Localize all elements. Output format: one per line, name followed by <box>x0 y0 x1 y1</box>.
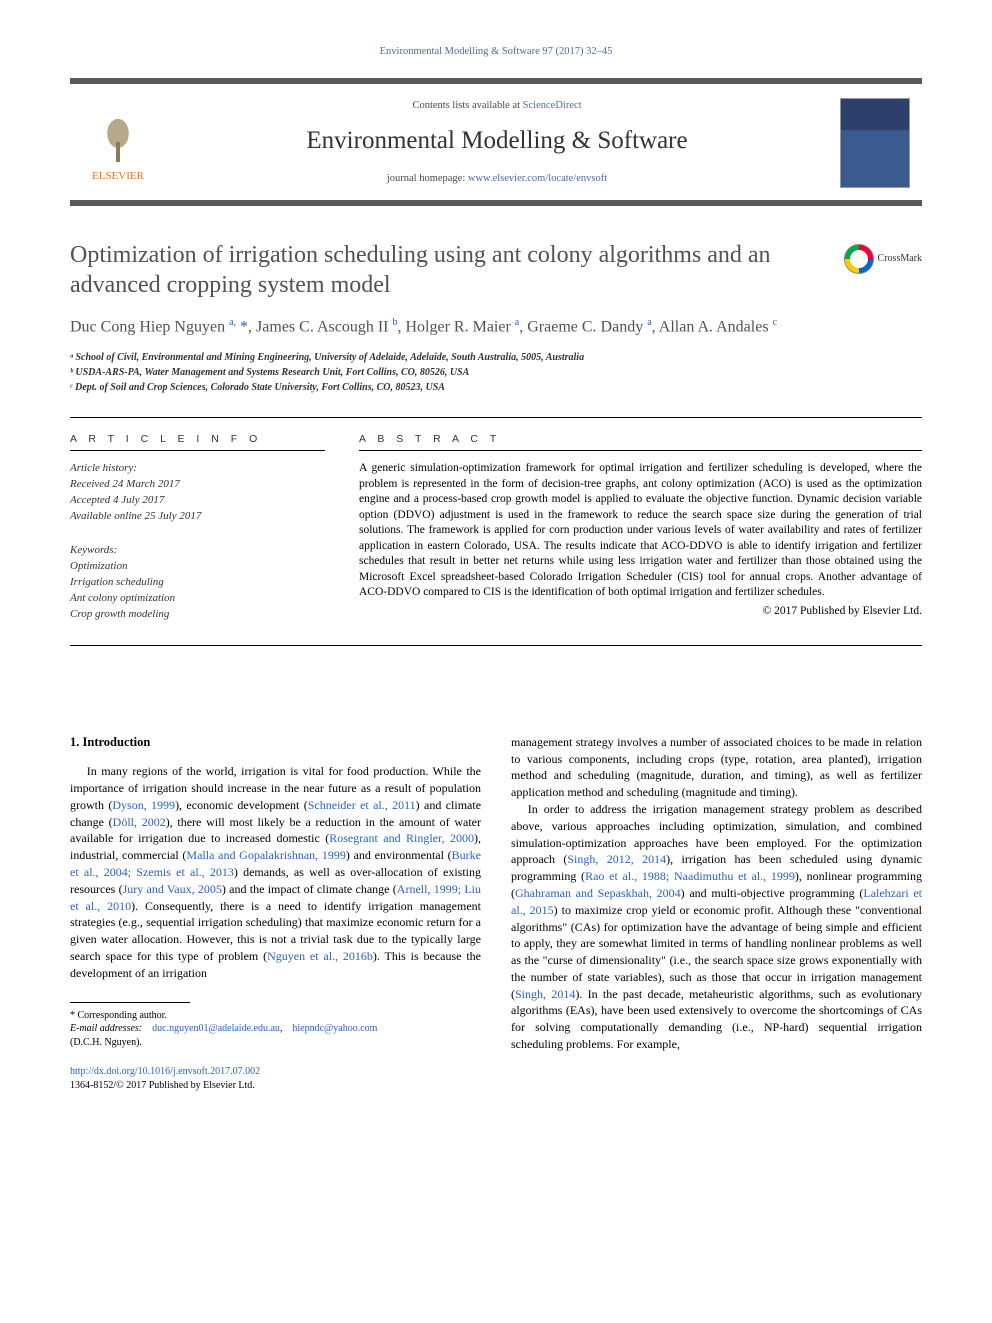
journal-homepage-link[interactable]: www.elsevier.com/locate/envsoft <box>468 173 607 184</box>
article-info-label: A R T I C L E I N F O <box>70 432 325 447</box>
history-accepted: Accepted 4 July 2017 <box>70 493 325 509</box>
body-paragraph: management strategy involves a number of… <box>511 734 922 801</box>
author-email-link[interactable]: hiepndc@yahoo.com <box>292 1023 377 1034</box>
section-divider <box>70 417 922 418</box>
corresponding-author-note: * Corresponding author. <box>70 1009 481 1023</box>
history-online: Available online 25 July 2017 <box>70 509 325 525</box>
section-divider <box>70 645 922 646</box>
email-label: E-mail addresses: <box>70 1023 142 1034</box>
contents-line: Contents lists available at ScienceDirec… <box>170 99 824 114</box>
affiliations: ᵃ School of Civil, Environmental and Min… <box>70 350 922 395</box>
keyword: Ant colony optimization <box>70 591 325 607</box>
history-label: Article history: <box>70 461 325 477</box>
section-heading: 1. Introduction <box>70 734 481 752</box>
footnote-separator <box>70 1002 190 1003</box>
contents-prefix: Contents lists available at <box>412 100 522 111</box>
abstract-label: A B S T R A C T <box>359 432 922 447</box>
affiliation: ᶜ Dept. of Soil and Crop Sciences, Color… <box>70 380 922 395</box>
publisher-logo: ELSEVIER <box>82 101 154 185</box>
homepage-line: journal homepage: www.elsevier.com/locat… <box>170 172 824 187</box>
crossmark-badge[interactable]: CrossMark <box>844 244 922 274</box>
abstract-copyright: © 2017 Published by Elsevier Ltd. <box>359 603 922 619</box>
homepage-prefix: journal homepage: <box>387 173 468 184</box>
keyword: Crop growth modeling <box>70 607 325 623</box>
affiliation: ᵃ School of Civil, Environmental and Min… <box>70 350 922 365</box>
author-email-link[interactable]: duc.nguyen01@adelaide.edu.au <box>152 1023 280 1034</box>
doi-link[interactable]: http://dx.doi.org/10.1016/j.envsoft.2017… <box>70 1066 260 1077</box>
footnotes: * Corresponding author. E-mail addresses… <box>70 1009 481 1050</box>
info-rule <box>70 450 325 451</box>
history-received: Received 24 March 2017 <box>70 477 325 493</box>
affiliation: ᵇ USDA-ARS-PA, Water Management and Syst… <box>70 365 922 380</box>
journal-cover-thumb <box>840 98 910 188</box>
keyword: Optimization <box>70 559 325 575</box>
body-columns: 1. Introduction In many regions of the w… <box>70 734 922 1093</box>
body-paragraph: In order to address the irrigation manag… <box>511 801 922 1053</box>
keywords-block: Keywords: Optimization Irrigation schedu… <box>70 543 325 623</box>
publisher-name: ELSEVIER <box>92 169 144 184</box>
elsevier-tree-icon <box>93 111 143 167</box>
keyword: Irrigation scheduling <box>70 575 325 591</box>
keywords-label: Keywords: <box>70 543 325 559</box>
journal-banner: ELSEVIER Contents lists available at Sci… <box>70 78 922 206</box>
sciencedirect-link[interactable]: ScienceDirect <box>523 100 582 111</box>
crossmark-icon <box>844 244 874 274</box>
email-line: E-mail addresses: duc.nguyen01@adelaide.… <box>70 1022 481 1036</box>
crossmark-label: CrossMark <box>878 252 922 266</box>
doi-block: http://dx.doi.org/10.1016/j.envsoft.2017… <box>70 1065 481 1093</box>
journal-title: Environmental Modelling & Software <box>170 123 824 158</box>
email-attribution: (D.C.H. Nguyen). <box>70 1036 481 1050</box>
body-paragraph: In many regions of the world, irrigation… <box>70 763 481 981</box>
article-title: Optimization of irrigation scheduling us… <box>70 240 830 300</box>
header-citation: Environmental Modelling & Software 97 (2… <box>70 45 922 60</box>
abstract-rule <box>359 450 922 451</box>
issn-line: 1364-8152/© 2017 Published by Elsevier L… <box>70 1079 481 1093</box>
abstract-text: A generic simulation-optimization framew… <box>359 461 922 601</box>
author-list: Duc Cong Hiep Nguyen a, *, James C. Asco… <box>70 316 922 338</box>
article-history: Article history: Received 24 March 2017 … <box>70 461 325 525</box>
